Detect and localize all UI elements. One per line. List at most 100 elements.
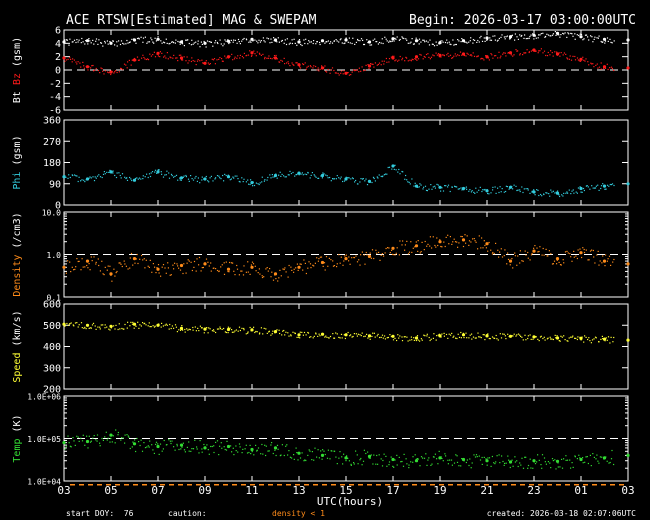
- mag-sample-dot: [539, 50, 541, 52]
- speed-sample-dot: [341, 337, 343, 339]
- speed-sample-dot: [407, 340, 409, 342]
- mag-sample-dot: [603, 65, 605, 67]
- density-sample-dot: [516, 264, 518, 266]
- density-data-point: [579, 251, 583, 255]
- mag-sample-dot: [64, 39, 66, 41]
- speed-sample-dot: [180, 329, 182, 331]
- speed-sample-dot: [522, 339, 524, 341]
- mag-sample-dot: [266, 37, 268, 39]
- mag-sample-dot: [585, 58, 587, 60]
- phi-sample-dot: [99, 176, 102, 178]
- speed-sample-dot: [398, 337, 400, 339]
- mag-sample-dot: [310, 66, 312, 68]
- mag-sample-dot: [607, 68, 609, 71]
- density-sample-dot: [391, 249, 393, 251]
- phi-sample-dot: [261, 176, 263, 178]
- mag-sample-dot: [104, 70, 106, 72]
- mag-sample-dot: [412, 59, 414, 61]
- mag-data-point: [555, 52, 560, 56]
- phi-sample-dot: [492, 186, 494, 188]
- phi-sample-dot: [237, 178, 239, 180]
- temp-sample-dot: [423, 457, 426, 459]
- mag-sample-dot: [580, 60, 582, 62]
- temp-sample-dot: [276, 444, 279, 446]
- mag-data-point: [203, 61, 207, 65]
- speed-sample-dot: [494, 337, 496, 339]
- density-sample-dot: [97, 258, 99, 260]
- temp-sample-dot: [350, 464, 352, 466]
- mag-sample-dot: [410, 60, 412, 62]
- temp-sample-dot: [106, 439, 108, 441]
- speed-sample-dot: [440, 336, 442, 338]
- mag-ytick-label: -2: [49, 79, 61, 90]
- phi-sample-dot: [197, 177, 199, 179]
- mag-sample-dot: [304, 42, 306, 45]
- phi-sample-dot: [610, 184, 612, 186]
- density-sample-dot: [250, 264, 252, 266]
- phi-sample-dot: [242, 181, 244, 183]
- density-data-point: [226, 267, 231, 271]
- phi-sample-dot: [575, 191, 577, 193]
- temp-sample-dot: [298, 452, 300, 454]
- mag-sample-dot: [219, 39, 221, 41]
- density-sample-dot: [176, 263, 178, 265]
- speed-sample-dot: [472, 336, 475, 338]
- mag-sample-dot: [488, 59, 490, 61]
- phi-sample-dot: [441, 187, 443, 189]
- temp-sample-dot: [204, 446, 206, 448]
- temp-sample-dot: [163, 439, 165, 442]
- speed-sample-dot: [585, 336, 587, 338]
- mag-sample-dot: [324, 42, 326, 44]
- density-caution-mark: [160, 484, 165, 486]
- mag-sample-dot: [444, 41, 447, 44]
- mag-sample-dot: [419, 53, 421, 56]
- phi-sample-dot: [317, 177, 319, 179]
- temp-sample-dot: [77, 436, 79, 438]
- mag-sample-dot: [301, 44, 303, 47]
- speed-sample-dot: [174, 324, 177, 326]
- phi-sample-dot: [515, 185, 517, 187]
- mag-sample-dot: [442, 54, 444, 56]
- density-sample-dot: [521, 260, 523, 262]
- phi-sample-dot: [411, 178, 413, 180]
- mag-sample-dot: [595, 64, 597, 66]
- speed-sample-dot: [432, 337, 434, 339]
- speed-sample-dot: [89, 327, 91, 329]
- phi-sample-dot: [478, 189, 480, 191]
- phi-sample-dot: [154, 169, 157, 171]
- density-sample-dot: [344, 255, 346, 257]
- phi-sample-dot: [258, 183, 260, 186]
- mag-sample-dot: [312, 67, 314, 69]
- temp-data-point: [320, 453, 325, 457]
- phi-sample-dot: [359, 181, 361, 183]
- temp-sample-dot: [552, 460, 554, 462]
- density-sample-dot: [300, 263, 302, 265]
- speed-sample-dot: [292, 331, 294, 333]
- phi-sample-dot: [523, 188, 525, 190]
- speed-sample-dot: [530, 338, 532, 340]
- phi-sample-dot: [69, 176, 71, 179]
- mag-sample-dot: [222, 60, 224, 62]
- mag-sample-dot: [304, 62, 306, 64]
- mag-sample-dot: [556, 51, 558, 53]
- speed-sample-dot: [527, 337, 529, 340]
- mag-sample-dot: [293, 64, 295, 66]
- mag-sample-dot: [524, 52, 526, 54]
- temp-sample-dot: [533, 461, 535, 463]
- mag-sample-dot: [256, 40, 258, 42]
- mag-sample-dot: [469, 40, 471, 42]
- speed-sample-dot: [279, 332, 281, 335]
- density-sample-dot: [297, 269, 299, 271]
- mag-sample-dot: [363, 70, 365, 72]
- density-sample-dot: [149, 259, 151, 261]
- speed-sample-dot: [380, 336, 382, 338]
- temp-sample-dot: [151, 444, 153, 446]
- mag-sample-dot: [109, 41, 111, 43]
- speed-ytick-label: 200: [43, 385, 61, 396]
- speed-sample-dot: [411, 339, 413, 341]
- mag-sample-dot: [142, 37, 145, 39]
- density-sample-dot: [82, 266, 84, 268]
- mag-sample-dot: [222, 45, 224, 47]
- mag-sample-dot: [87, 69, 89, 71]
- mag-sample-dot: [114, 44, 116, 46]
